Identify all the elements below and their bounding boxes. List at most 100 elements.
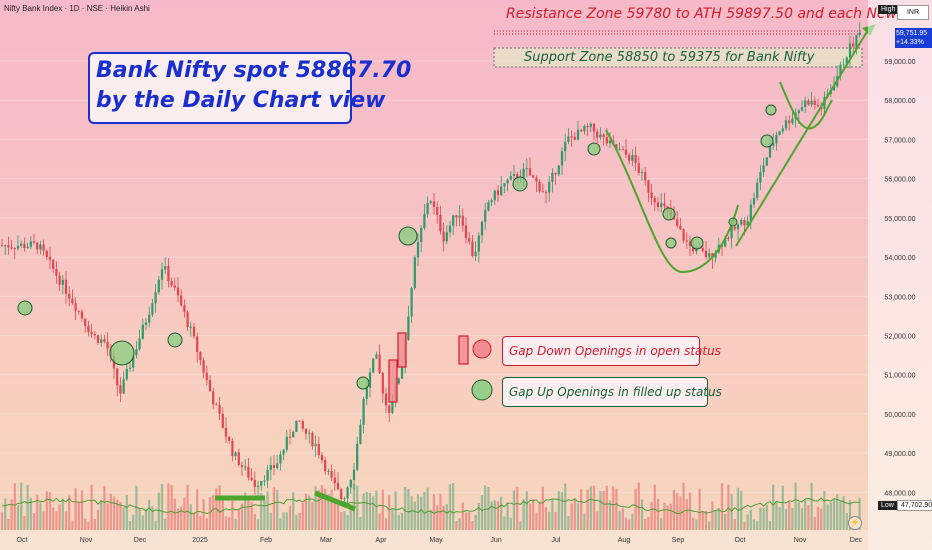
volume-bar — [826, 504, 829, 530]
candle-body — [743, 219, 746, 226]
low-value: 47,702.90 — [897, 500, 932, 511]
candle-body — [452, 215, 455, 226]
x-tick-label: Sep — [672, 537, 685, 544]
volume-bar — [778, 507, 781, 530]
candle-body — [74, 303, 77, 311]
candle-body — [586, 126, 589, 128]
candle-body — [784, 120, 788, 129]
candle-body — [135, 349, 138, 356]
x-tick-label: Nov — [80, 537, 93, 544]
volume-bar — [164, 518, 167, 530]
lightning-icon[interactable]: ⚡ — [848, 516, 862, 530]
volume-bar — [138, 508, 141, 530]
volume-bar — [103, 486, 106, 530]
candle-body — [324, 460, 327, 472]
volume-bar — [314, 486, 317, 530]
volume-bar — [237, 508, 240, 530]
candle-body — [295, 420, 298, 432]
candle-body — [250, 477, 253, 481]
y-tick-label: 55,000.00 — [884, 216, 915, 223]
volume-bar — [244, 492, 247, 530]
candle-body — [244, 466, 247, 468]
candle-body — [631, 155, 634, 161]
volume-bar — [356, 485, 359, 530]
gap-up-circle — [356, 376, 370, 390]
candle-body — [423, 214, 426, 229]
volume-bar — [685, 499, 688, 530]
spot-annotation-line2: by the Daily Chart view — [96, 88, 386, 113]
currency-badge[interactable]: INR — [897, 5, 929, 20]
candle-body — [516, 174, 519, 179]
gap-up-circle — [587, 142, 601, 156]
candle-body — [215, 404, 218, 406]
candle-body — [436, 206, 439, 215]
volume-bar — [551, 498, 554, 530]
volume-bar — [637, 482, 640, 530]
candle-body — [618, 149, 621, 151]
volume-bar — [288, 506, 292, 530]
volume-bar — [42, 511, 45, 530]
volume-bar — [557, 491, 560, 530]
candle-body — [116, 368, 119, 386]
candle-body — [730, 226, 733, 239]
candle-body — [260, 480, 263, 486]
volume-bar — [167, 483, 170, 530]
volume-bar — [535, 512, 538, 530]
candle-body — [90, 332, 93, 335]
volume-bar — [157, 492, 160, 530]
volume-bar — [676, 493, 679, 530]
candle-body — [333, 477, 336, 484]
volume-bar — [666, 505, 669, 530]
volume-bar — [570, 503, 573, 530]
gap-down-boxes — [388, 332, 469, 403]
volume-bar — [464, 512, 468, 530]
candle-body — [432, 201, 436, 207]
volume-bar — [122, 507, 125, 530]
candle-body — [167, 266, 170, 281]
candle-body — [84, 318, 87, 326]
volume-bar — [397, 514, 400, 530]
volume-bar — [660, 517, 663, 530]
volume-bar — [368, 492, 372, 530]
trend-drawings — [215, 24, 876, 512]
candle-body — [749, 204, 752, 222]
last-change: +14.33% — [896, 39, 924, 46]
rising-trendline — [735, 29, 869, 247]
volume-bar — [48, 492, 52, 530]
volume-bar — [260, 493, 263, 530]
candle-body — [170, 280, 173, 286]
candle-body — [471, 241, 474, 257]
y-tick-label: 58,000.00 — [884, 98, 915, 105]
volume-bar — [100, 500, 103, 530]
candle-body — [279, 454, 282, 464]
volume-bar — [333, 498, 336, 530]
x-tick-label: Feb — [260, 537, 272, 544]
volume-bar — [90, 484, 93, 530]
volume-bar — [183, 497, 186, 530]
candle-body — [151, 303, 154, 315]
gap-circles — [17, 104, 777, 401]
candle-body — [554, 172, 557, 175]
gap-up-legend-icon — [471, 379, 493, 401]
candle-body — [221, 413, 224, 428]
x-tick-label: 2025 — [192, 537, 208, 544]
candle-body — [391, 401, 394, 413]
candle-body — [461, 215, 464, 226]
gap-up-circle — [167, 332, 183, 348]
volume-bar — [445, 504, 448, 530]
volume-bar — [109, 493, 112, 530]
volume-bar — [746, 514, 749, 530]
candle-body — [557, 165, 560, 175]
x-tick-label: Oct — [735, 537, 746, 544]
candle-body — [647, 180, 650, 193]
candle-body — [199, 351, 202, 361]
candle-body — [576, 129, 580, 140]
candle-body — [621, 149, 624, 151]
bottom-support-bar-2 — [314, 490, 356, 512]
volume-bar — [436, 505, 439, 530]
volume-bar — [58, 504, 61, 530]
candle-body — [359, 424, 362, 444]
candle-body — [679, 225, 682, 230]
candle-body — [154, 292, 157, 304]
candle-body — [807, 100, 810, 105]
